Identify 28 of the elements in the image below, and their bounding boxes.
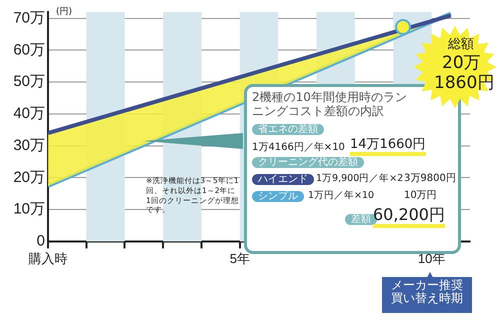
annotation: ハイエンド — [252, 174, 314, 185]
y-tick-label: 0 — [36, 232, 45, 250]
y-tick-label: 20万 — [13, 168, 45, 186]
annotation: 3万9800円 — [404, 173, 456, 184]
annotation: 差額 — [351, 214, 371, 225]
annotation: 10万円 — [404, 190, 437, 201]
y-tick-label: 50万 — [13, 73, 45, 90]
annotation: 14万1660円 — [350, 137, 426, 156]
y-tick-label: 60万 — [13, 41, 45, 58]
annotation: 1万4166円／年×10 — [252, 142, 345, 153]
annotation: 20万 — [442, 53, 481, 73]
x-tick-label: 5年 — [230, 250, 250, 266]
annotation: クリーニング代の差額 — [252, 157, 364, 168]
y-tick-label: 30万 — [13, 136, 45, 154]
y-tick-label: 40万 — [13, 105, 45, 122]
annotation: 2機種の10年間使用時のランニングコスト差額の内訳 — [252, 90, 408, 119]
text: メーカー推奨買い替え時期 — [390, 278, 464, 306]
x-tick-label: 10年 — [418, 250, 446, 266]
annotation: 総額 — [448, 37, 474, 52]
y-axis-title: (円) — [56, 7, 72, 18]
annotation: 1万9,900円／年×2 — [316, 173, 404, 184]
y-tick-label: 70万 — [13, 10, 45, 27]
annotation: シンプル — [252, 191, 304, 202]
x-tick-label: 購入時 — [28, 250, 68, 266]
annotation: 60,200円 — [373, 205, 445, 228]
annotation: 省エネの差額 — [252, 124, 324, 135]
annotation: 1万円／年×10 — [308, 190, 374, 202]
y-tick-label: 10万 — [13, 200, 45, 218]
